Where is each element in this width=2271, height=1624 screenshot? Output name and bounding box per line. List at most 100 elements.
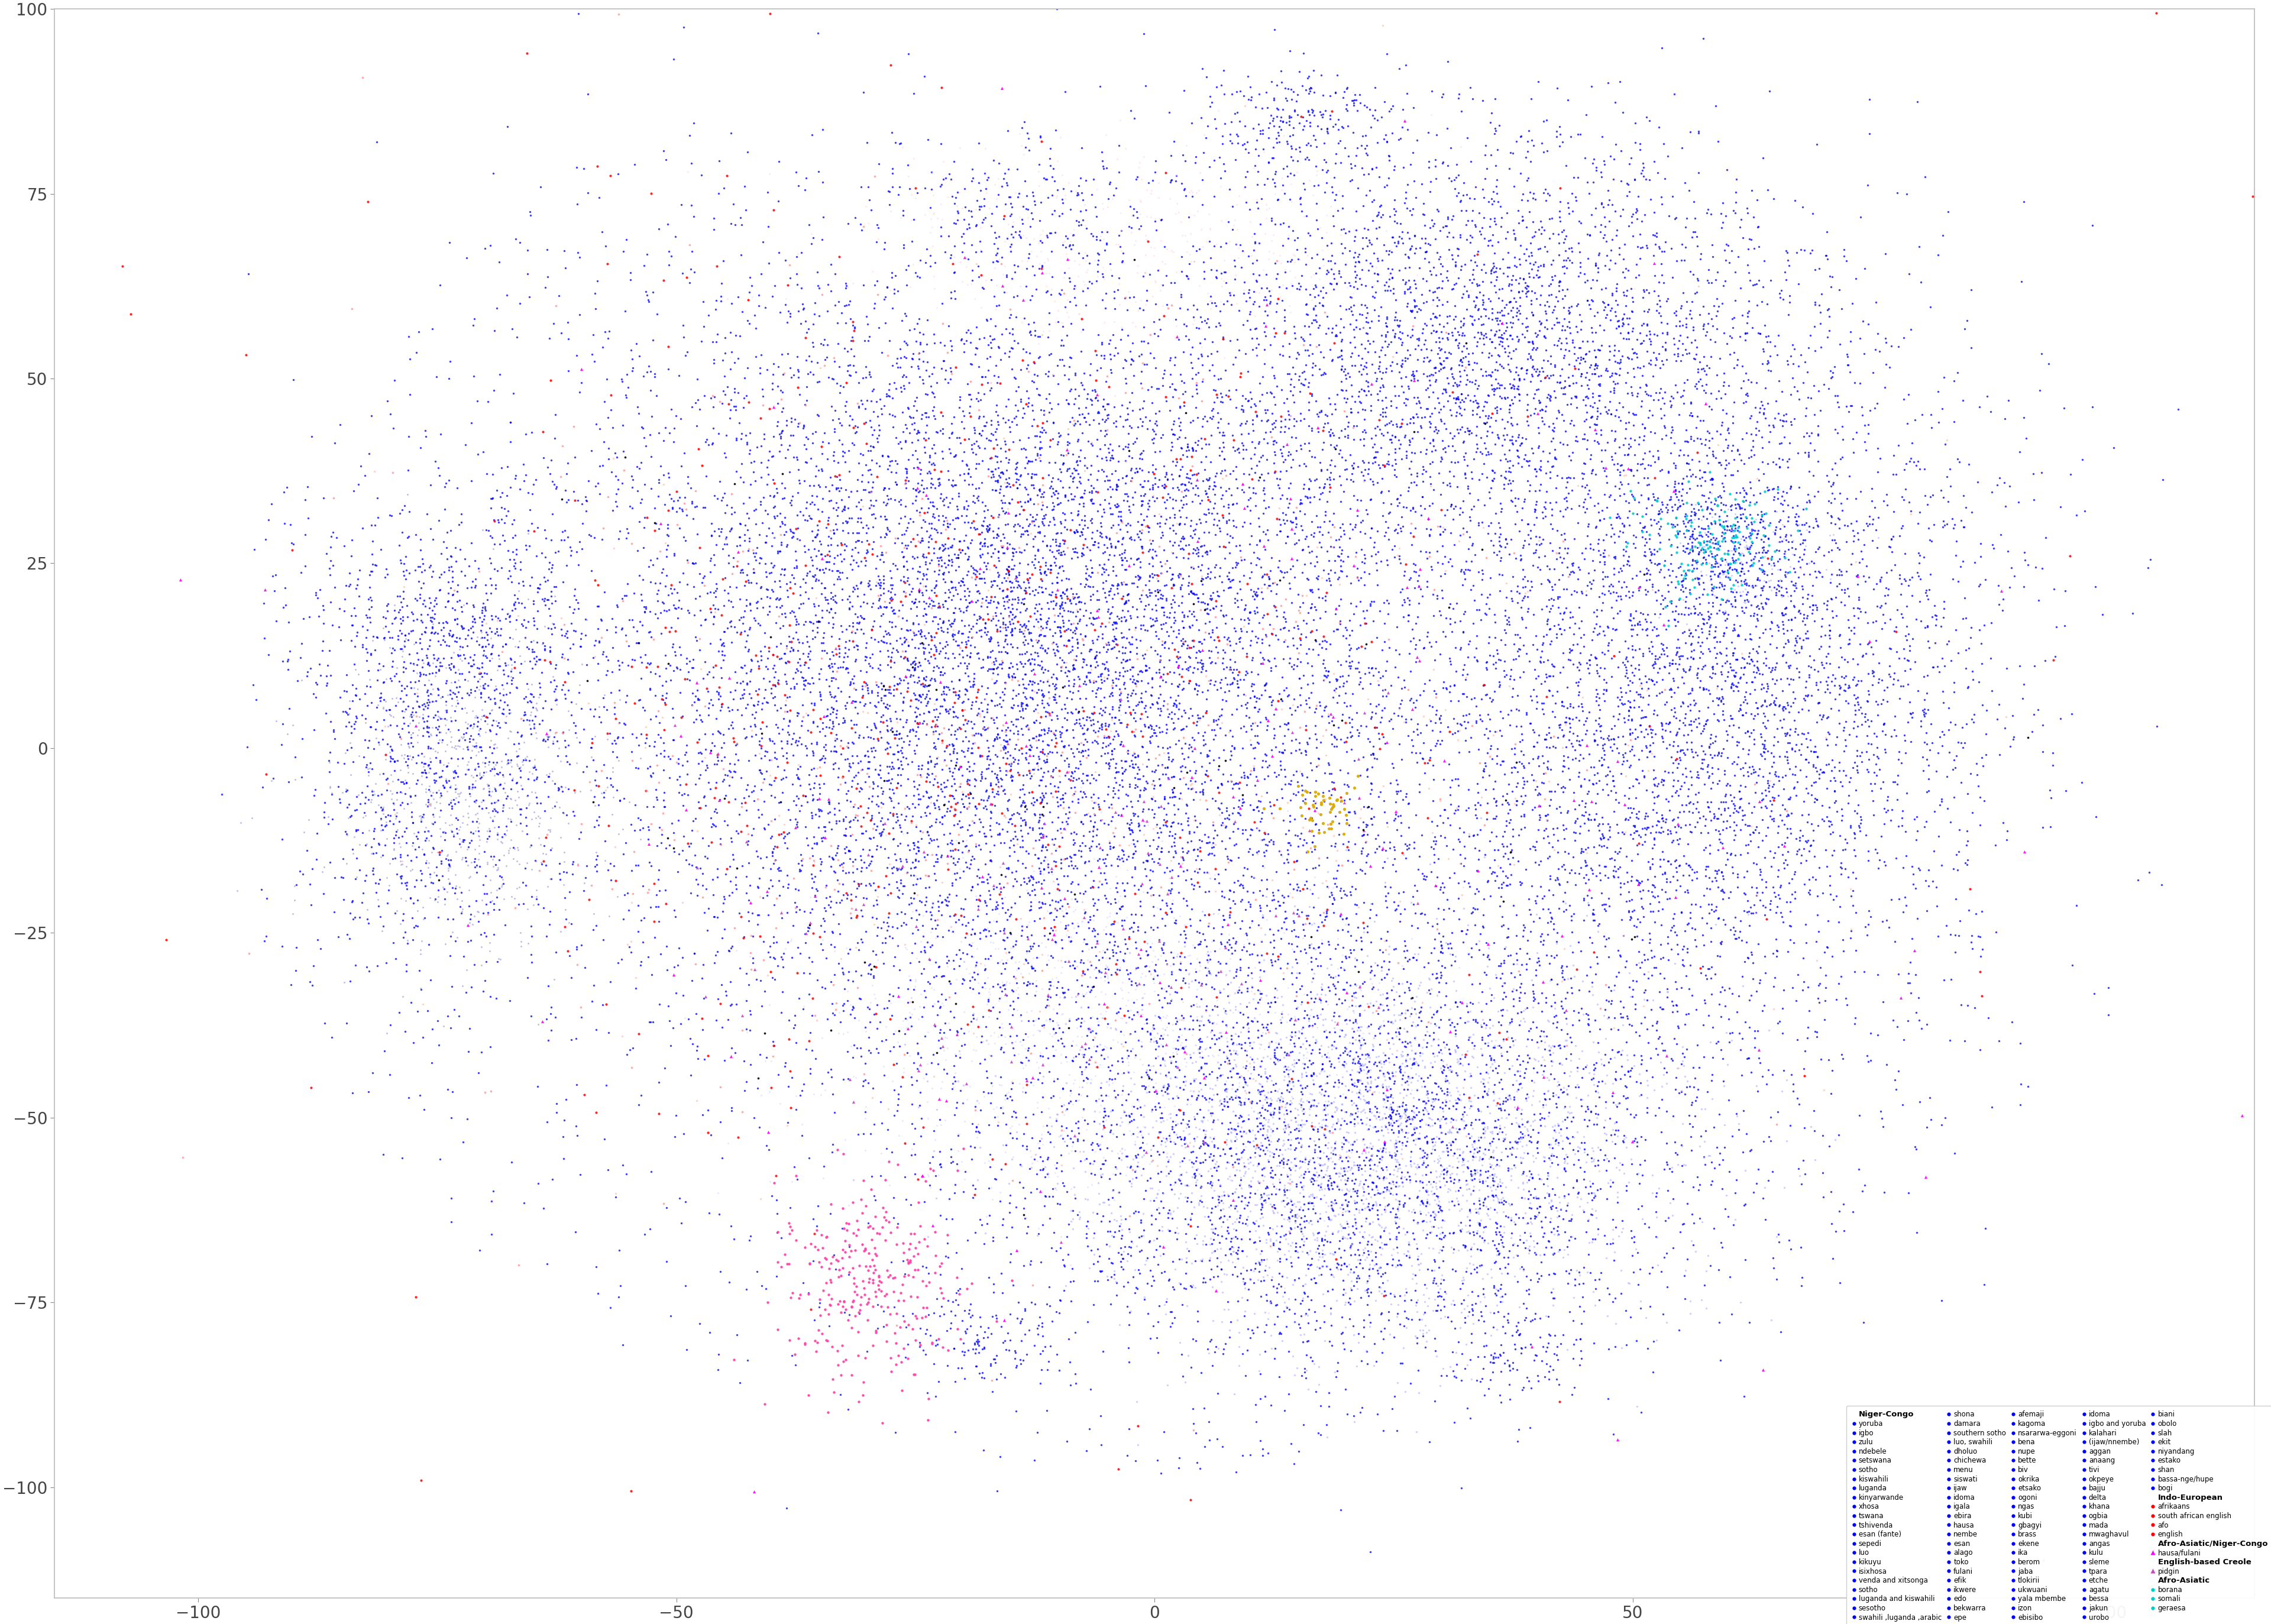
Point (1329, 1402, 1365, 1427)
Point (1294, 788, 1331, 814)
Point (1156, 560, 1192, 586)
Point (600, 883, 636, 909)
Point (1590, 893, 1626, 919)
Point (1526, 1220, 1562, 1246)
Point (1671, 513, 1708, 539)
Point (1499, 328, 1535, 354)
Point (1408, 1189, 1444, 1215)
Point (870, 994, 906, 1020)
Point (790, 671, 827, 697)
Point (1465, 1085, 1501, 1111)
Point (1079, 1249, 1115, 1275)
Point (1735, 966, 1771, 992)
Point (1597, 427, 1633, 453)
Point (1374, 1252, 1410, 1278)
Point (1469, 1173, 1506, 1199)
Point (1737, 1034, 1774, 1060)
Point (1067, 213, 1104, 239)
Point (1433, 546, 1469, 572)
Point (1231, 1145, 1267, 1171)
Point (1597, 643, 1633, 669)
Point (307, 880, 343, 906)
Point (1551, 1099, 1587, 1125)
Point (952, 590, 988, 615)
Point (833, 887, 870, 913)
Point (1635, 222, 1671, 248)
Point (1958, 750, 1994, 776)
Point (1494, 1244, 1531, 1270)
Point (1272, 1186, 1308, 1212)
Point (1428, 258, 1465, 284)
Point (1122, 872, 1158, 898)
Point (1676, 205, 1712, 231)
Point (650, 523, 686, 549)
Point (534, 468, 570, 494)
Point (1853, 528, 1889, 554)
Point (1488, 416, 1524, 442)
Point (1444, 182, 1481, 208)
Point (1072, 351, 1108, 377)
Point (1542, 1330, 1578, 1356)
Point (768, 667, 804, 693)
Point (1937, 711, 1973, 737)
Point (952, 1134, 988, 1160)
Point (936, 676, 972, 702)
Point (838, 1273, 874, 1299)
Point (1497, 1151, 1533, 1177)
Point (391, 719, 427, 745)
Point (956, 810, 992, 836)
Point (920, 554, 956, 580)
Point (1712, 1263, 1749, 1289)
Point (922, 458, 958, 484)
Point (1136, 827, 1172, 853)
Point (1031, 461, 1067, 487)
Point (1042, 539, 1079, 565)
Point (1026, 856, 1063, 882)
Point (584, 641, 620, 667)
Point (913, 637, 949, 663)
Point (1126, 351, 1163, 377)
Point (1431, 549, 1467, 575)
Point (1042, 947, 1079, 973)
Point (1687, 991, 1724, 1017)
Point (1406, 1095, 1442, 1121)
Point (1392, 279, 1428, 305)
Point (1656, 341, 1692, 367)
Point (1340, 1018, 1376, 1044)
Point (1251, 1221, 1288, 1247)
Point (709, 526, 745, 552)
Point (899, 398, 936, 424)
Point (958, 685, 995, 711)
Point (1683, 473, 1719, 499)
Point (1335, 1177, 1372, 1203)
Point (1072, 1237, 1108, 1263)
Point (1185, 266, 1222, 292)
Point (1013, 1155, 1049, 1181)
Point (1547, 617, 1583, 643)
Point (1322, 1004, 1358, 1030)
Point (827, 836, 863, 862)
Point (1104, 1140, 1140, 1166)
Point (1163, 361, 1199, 387)
Point (1272, 880, 1308, 906)
Point (1565, 885, 1601, 911)
Point (1142, 838, 1179, 864)
Point (933, 1077, 970, 1103)
Point (924, 992, 961, 1018)
Point (1653, 935, 1690, 961)
Point (986, 927, 1022, 953)
Point (954, 615, 990, 641)
Point (1533, 429, 1569, 455)
Point (445, 726, 481, 752)
Point (1206, 640, 1242, 666)
Point (1667, 963, 1703, 989)
Point (1558, 957, 1594, 983)
Point (970, 606, 1006, 632)
Point (1331, 692, 1367, 718)
Point (1397, 185, 1433, 211)
Point (1267, 916, 1304, 942)
Point (1746, 523, 1783, 549)
Point (715, 471, 752, 497)
Point (779, 732, 815, 758)
Point (897, 590, 933, 615)
